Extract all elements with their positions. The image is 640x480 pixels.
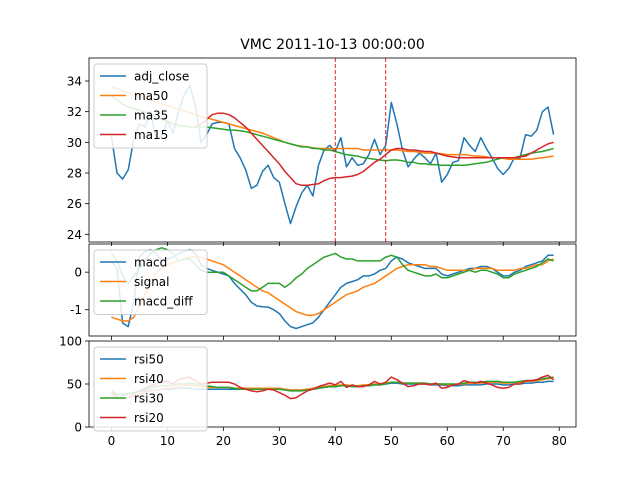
price-panel: VMC 2011-10-13 00:00:00 24 26 28 30 32 34 adj_c… bbox=[67, 37, 577, 246]
y-tick-label: 32 bbox=[67, 105, 82, 119]
y-tick-label: -1 bbox=[70, 303, 82, 317]
legend-label: ma35 bbox=[134, 109, 168, 123]
axes-frame bbox=[88, 340, 577, 428]
axes-frame bbox=[88, 57, 577, 243]
legend-label: ma50 bbox=[134, 89, 168, 103]
legend-label: macd_diff bbox=[134, 295, 193, 309]
chart-title: VMC 2011-10-13 00:00:00 bbox=[240, 37, 425, 53]
legend-label: rsi50 bbox=[134, 353, 164, 367]
x-tick-label: 80 bbox=[552, 434, 567, 448]
legend-box bbox=[93, 249, 208, 315]
y-tick-label: 0 bbox=[74, 266, 82, 280]
x-tick-label: 50 bbox=[384, 434, 399, 448]
x-tick-label: 60 bbox=[440, 434, 455, 448]
legend-label: ma15 bbox=[134, 128, 168, 142]
x-tick-label: 30 bbox=[272, 434, 287, 448]
legend: rsi50 rsi40 rsi30 rsi20 bbox=[93, 346, 208, 432]
legend: adj_close ma50 ma35 ma15 bbox=[93, 63, 208, 149]
x-tick-label: 40 bbox=[328, 434, 343, 448]
x-tick-label: 0 bbox=[108, 434, 116, 448]
axes-frame bbox=[88, 243, 577, 337]
legend-label: rsi30 bbox=[134, 392, 164, 406]
legend-box bbox=[93, 63, 208, 149]
x-tick-label: 10 bbox=[160, 434, 175, 448]
y-tick-label: 50 bbox=[67, 378, 82, 392]
x-tick-label: 70 bbox=[496, 434, 511, 448]
macd-panel: -1 0 macd signal macd_diff bbox=[70, 243, 577, 340]
legend-box bbox=[93, 346, 208, 432]
legend-label: rsi40 bbox=[134, 372, 164, 386]
legend-label: adj_close bbox=[134, 70, 189, 84]
y-tick-label: 24 bbox=[67, 228, 82, 242]
y-tick-label: 34 bbox=[67, 75, 82, 89]
y-tick-label: 28 bbox=[67, 167, 82, 181]
series-line-ma15 bbox=[195, 112, 554, 187]
y-tick-label: 0 bbox=[74, 421, 82, 435]
legend-label: signal bbox=[134, 275, 170, 289]
y-tick-label: 30 bbox=[67, 136, 82, 150]
y-tick-label: 26 bbox=[67, 197, 82, 211]
y-tick-label: 100 bbox=[59, 335, 82, 349]
legend-label: macd bbox=[134, 256, 167, 270]
x-tick-label: 20 bbox=[216, 434, 231, 448]
legend-label: rsi20 bbox=[134, 411, 164, 425]
legend: macd signal macd_diff bbox=[93, 249, 208, 315]
